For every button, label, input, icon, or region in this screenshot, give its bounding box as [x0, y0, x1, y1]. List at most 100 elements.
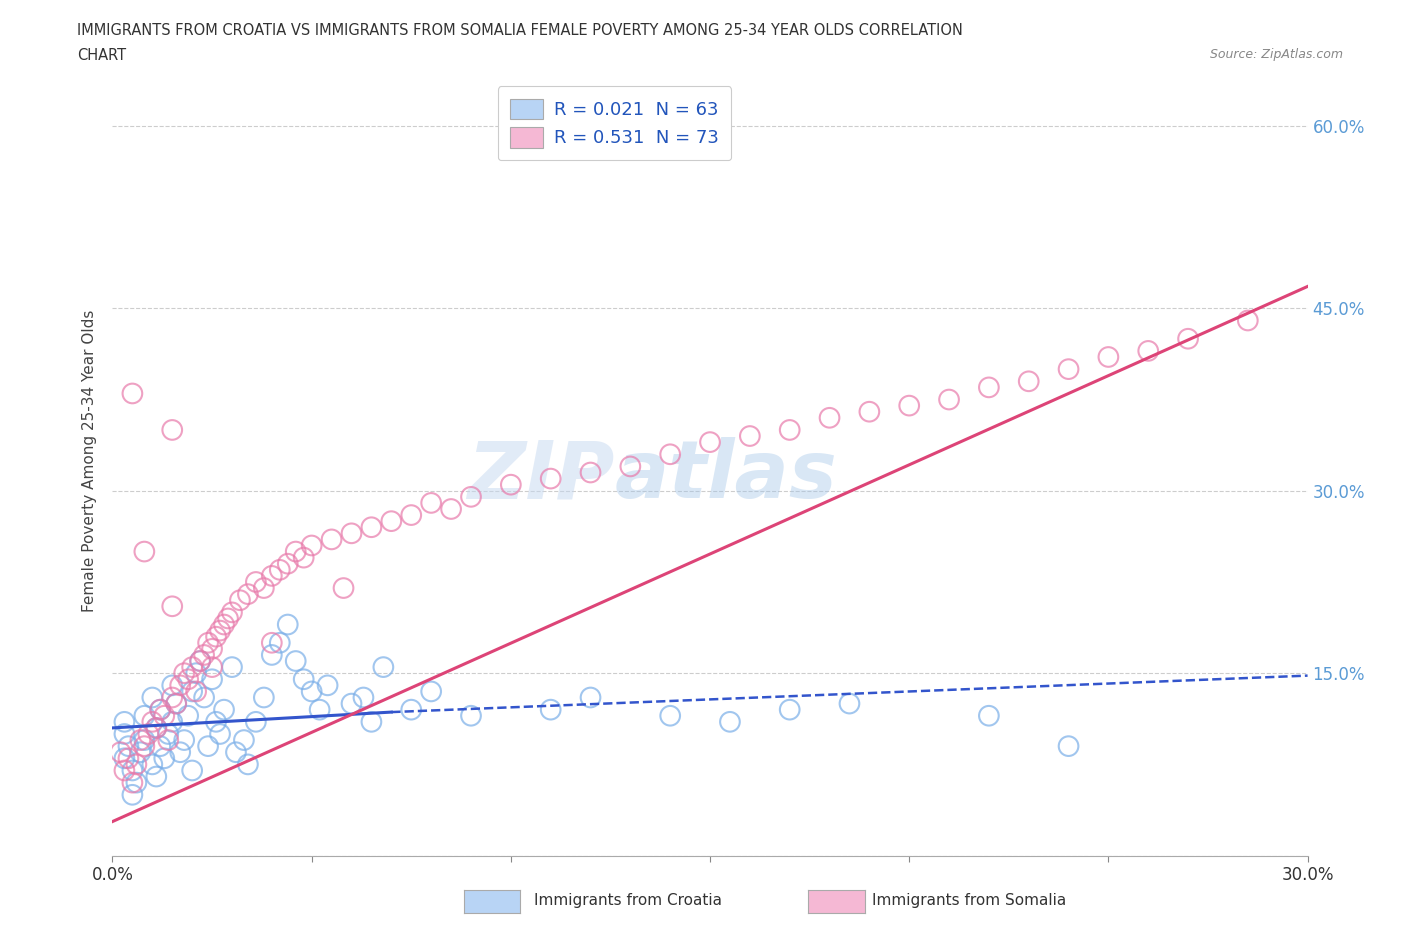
Point	[699, 434, 721, 449]
Y-axis label: Female Poverty Among 25-34 Year Olds: Female Poverty Among 25-34 Year Olds	[82, 309, 97, 612]
Point	[301, 538, 323, 553]
Point	[177, 709, 200, 724]
Point	[181, 763, 204, 777]
Point	[121, 776, 143, 790]
Point	[332, 580, 354, 595]
Point	[141, 690, 163, 705]
Point	[1057, 362, 1080, 377]
Point	[321, 532, 343, 547]
Point	[301, 684, 323, 698]
Point	[540, 702, 562, 717]
Point	[977, 709, 1000, 724]
Point	[125, 757, 148, 772]
Point	[186, 666, 208, 681]
Text: Immigrants from Croatia: Immigrants from Croatia	[534, 893, 723, 908]
Point	[117, 751, 139, 765]
Point	[1018, 374, 1040, 389]
Point	[165, 697, 187, 711]
Point	[205, 630, 228, 644]
Point	[373, 659, 395, 674]
Point	[188, 654, 211, 669]
Point	[308, 702, 330, 717]
Point	[269, 563, 291, 578]
Point	[659, 446, 682, 461]
Text: CHART: CHART	[77, 48, 127, 63]
Point	[209, 623, 232, 638]
Point	[209, 726, 232, 741]
Point	[579, 465, 602, 480]
Point	[149, 738, 172, 753]
Point	[121, 763, 143, 777]
Text: Immigrants from Somalia: Immigrants from Somalia	[872, 893, 1066, 908]
Point	[114, 726, 135, 741]
Point	[162, 690, 183, 705]
Point	[619, 459, 641, 474]
Point	[1097, 350, 1119, 365]
Point	[193, 690, 215, 705]
Point	[193, 647, 215, 662]
Text: atlas: atlas	[614, 437, 837, 515]
Point	[141, 714, 163, 729]
Point	[117, 738, 139, 753]
Point	[149, 702, 172, 717]
Point	[197, 635, 219, 650]
Point	[253, 690, 276, 705]
Point	[738, 429, 761, 444]
Point	[540, 472, 562, 486]
Point	[245, 575, 267, 590]
Point	[165, 697, 187, 711]
Point	[659, 709, 682, 724]
Point	[579, 690, 602, 705]
Point	[233, 733, 256, 748]
Point	[197, 738, 219, 753]
Point	[420, 496, 443, 511]
Point	[380, 513, 402, 528]
Point	[212, 702, 235, 717]
Text: IMMIGRANTS FROM CROATIA VS IMMIGRANTS FROM SOMALIA FEMALE POVERTY AMONG 25-34 YE: IMMIGRANTS FROM CROATIA VS IMMIGRANTS FR…	[77, 23, 963, 38]
Point	[138, 726, 160, 741]
Point	[779, 702, 801, 717]
Text: Source: ZipAtlas.com: Source: ZipAtlas.com	[1209, 48, 1343, 61]
Point	[221, 659, 243, 674]
Point	[162, 422, 183, 437]
Point	[360, 714, 382, 729]
Point	[499, 477, 522, 492]
Point	[353, 690, 375, 705]
Point	[114, 751, 135, 765]
Point	[340, 697, 363, 711]
Point	[838, 697, 860, 711]
Point	[236, 757, 259, 772]
Point	[162, 678, 183, 693]
Point	[201, 671, 224, 686]
Point	[221, 604, 243, 619]
Point	[245, 714, 267, 729]
Point	[153, 751, 176, 765]
Point	[898, 398, 921, 413]
Point	[145, 721, 167, 736]
Point	[201, 642, 224, 657]
Point	[169, 745, 191, 760]
Point	[236, 587, 259, 602]
Point	[292, 671, 315, 686]
Point	[460, 709, 482, 724]
Point	[277, 556, 299, 571]
Point	[225, 745, 247, 760]
Point	[938, 392, 960, 407]
Point	[173, 733, 195, 748]
Point	[125, 776, 148, 790]
Point	[177, 671, 200, 686]
Point	[173, 666, 195, 681]
Point	[316, 678, 339, 693]
Point	[260, 635, 283, 650]
Point	[440, 501, 463, 516]
Point	[114, 714, 135, 729]
Point	[121, 386, 143, 401]
Point	[858, 405, 880, 419]
Point	[162, 714, 183, 729]
Point	[1057, 738, 1080, 753]
Point	[169, 678, 191, 693]
Point	[340, 525, 363, 540]
Point	[181, 684, 204, 698]
Point	[188, 654, 211, 669]
Point	[205, 714, 228, 729]
